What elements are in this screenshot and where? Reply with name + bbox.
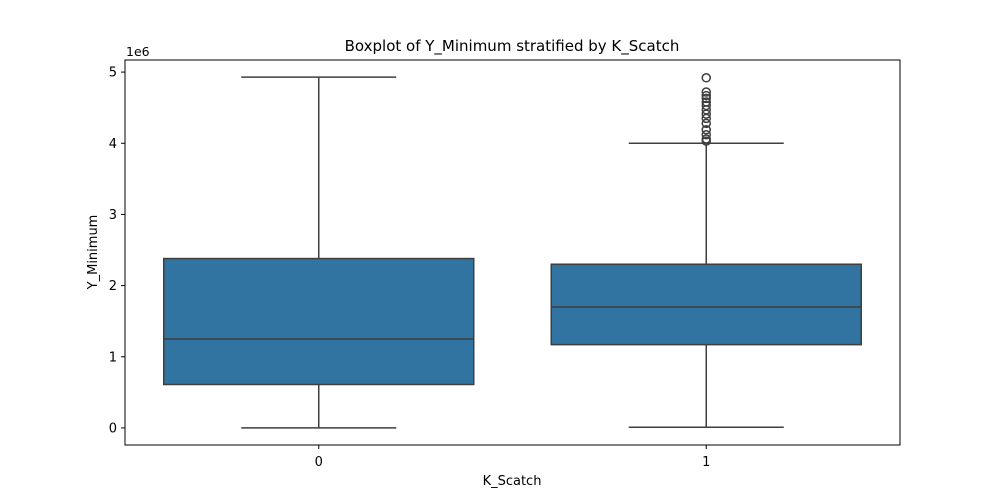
outlier-point (701, 124, 711, 135)
outlier-point (701, 97, 711, 107)
y-axis-label: Y_Minimum (86, 215, 101, 291)
outlier-point (701, 73, 711, 83)
box-group-1 (550, 73, 862, 428)
outlier-point (701, 93, 711, 104)
plot-frame (124, 59, 901, 446)
x-tick-label: 1 (702, 455, 710, 470)
y-tick-label: 0 (109, 421, 117, 436)
plot-area (163, 73, 862, 429)
outlier-point (701, 87, 711, 97)
iqr-box (550, 263, 862, 346)
y-scale-label: 1e6 (126, 44, 150, 59)
x-axis-label: K_Scatch (483, 474, 542, 489)
box-group-0 (163, 76, 475, 429)
y-tick-label: 4 (109, 137, 117, 152)
x-tick-label: 0 (315, 455, 323, 470)
y-tick-label: 1 (109, 350, 117, 365)
outlier-point (701, 129, 711, 140)
outlier-point (701, 90, 711, 101)
outlier-point (701, 100, 711, 111)
y-tick-label: 2 (109, 279, 117, 294)
y-tick-label: 5 (109, 66, 117, 81)
chart-title: Boxplot of Y_Minimum stratified by K_Sca… (345, 37, 680, 56)
outlier-point (701, 118, 711, 129)
y-tick-label: 3 (109, 208, 117, 223)
outlier-point (701, 134, 711, 144)
y-axis: 0 1 2 3 4 5 (109, 66, 125, 436)
iqr-box (163, 257, 475, 386)
